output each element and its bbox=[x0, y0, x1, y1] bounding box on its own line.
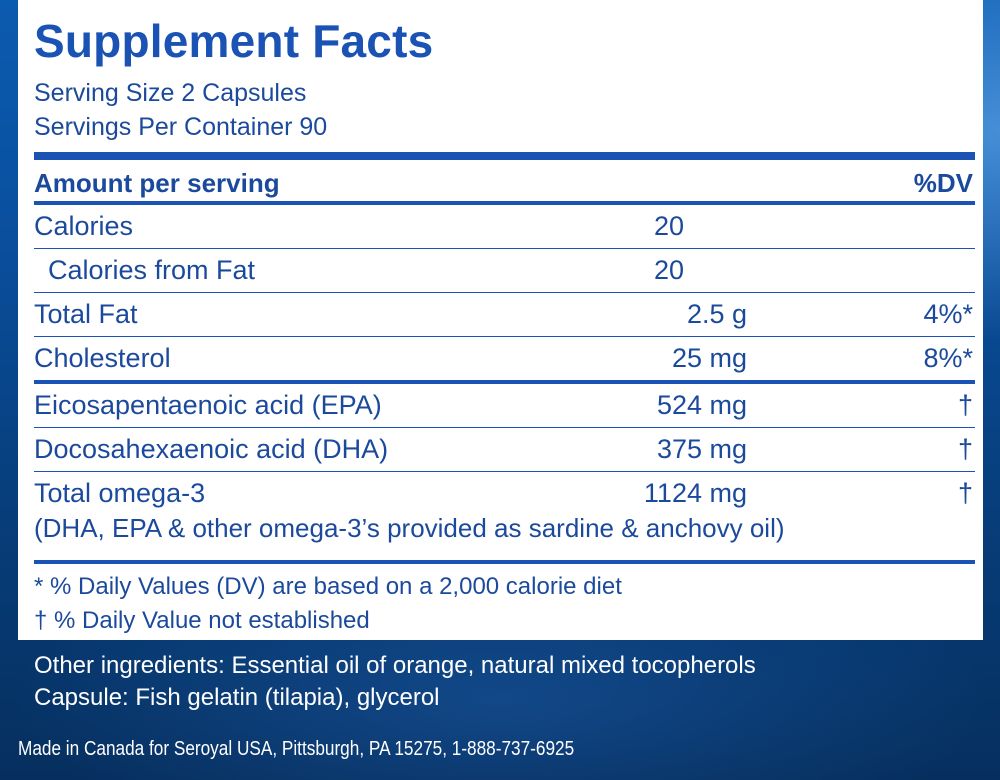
nutrient-row: Cholesterol 25 mg 8%* bbox=[34, 337, 975, 380]
fatty-acid-dv: † bbox=[957, 434, 973, 464]
divider-medium bbox=[34, 560, 975, 564]
capsule-ingredients: Capsule: Fish gelatin (tilapia), glycero… bbox=[34, 684, 440, 711]
nutrient-dv: 4%* bbox=[923, 299, 973, 329]
serving-info: Serving Size 2 Capsules Servings Per Con… bbox=[34, 76, 975, 144]
panel-title: Supplement Facts bbox=[34, 15, 434, 67]
footnote-not-established: † % Daily Value not established bbox=[34, 607, 370, 634]
fatty-acid-name: Eicosapentaenoic acid (EPA) bbox=[34, 390, 382, 420]
fatty-acid-row: Total omega-3 1124 mg † (DHA, EPA & othe… bbox=[34, 472, 975, 560]
nutrient-amount: 25 mg bbox=[671, 343, 747, 373]
ingredients-block: Other ingredients: Essential oil of oran… bbox=[34, 650, 756, 714]
amount-per-serving-heading: Amount per serving bbox=[34, 168, 280, 198]
divider-thick bbox=[34, 152, 975, 160]
nutrient-row: Calories from Fat 20 bbox=[34, 249, 975, 292]
nutrient-row: Total Fat 2.5 g 4%* bbox=[34, 293, 975, 336]
divider-medium bbox=[34, 380, 975, 384]
nutrient-amount: 2.5 g bbox=[686, 299, 747, 329]
amount-header-row: Amount per serving %DV bbox=[34, 160, 975, 201]
divider-thin bbox=[34, 248, 975, 249]
fatty-acid-name: Total omega-3 bbox=[34, 478, 206, 508]
divider-thin bbox=[34, 427, 975, 428]
nutrient-name: Total Fat bbox=[34, 299, 138, 329]
dv-heading: %DV bbox=[913, 168, 973, 198]
fatty-acid-dv: † bbox=[957, 478, 973, 508]
divider-thin bbox=[34, 292, 975, 293]
nutrient-amount: 20 bbox=[654, 211, 685, 241]
nutrient-dv: 8%* bbox=[923, 343, 973, 373]
divider-medium bbox=[34, 201, 975, 205]
fatty-acid-row: Docosahexaenoic acid (DHA) 375 mg † bbox=[34, 428, 975, 471]
footnote-dv: * % Daily Values (DV) are based on a 2,0… bbox=[34, 573, 622, 600]
footnotes: * % Daily Values (DV) are based on a 2,0… bbox=[34, 564, 975, 638]
fatty-acid-amount: 1124 mg bbox=[643, 478, 747, 508]
servings-per-container: Servings Per Container 90 bbox=[34, 113, 328, 141]
fatty-acid-amount: 524 mg bbox=[656, 390, 747, 420]
nutrient-name: Calories from Fat bbox=[48, 255, 256, 285]
other-ingredients: Other ingredients: Essential oil of oran… bbox=[34, 652, 756, 679]
manufacturer-line: Made in Canada for Seroyal USA, Pittsbur… bbox=[18, 738, 575, 760]
fatty-acid-amount: 375 mg bbox=[656, 434, 747, 464]
nutrient-name: Cholesterol bbox=[34, 343, 171, 373]
divider-thin bbox=[34, 471, 975, 472]
divider-thin bbox=[34, 336, 975, 337]
serving-size: Serving Size 2 Capsules bbox=[34, 79, 307, 107]
fatty-acid-dv: † bbox=[957, 390, 973, 420]
fatty-acid-name: Docosahexaenoic acid (DHA) bbox=[34, 434, 389, 464]
supplement-facts-panel: Supplement Facts Serving Size 2 Capsules… bbox=[18, 0, 983, 640]
nutrient-row: Calories 20 bbox=[34, 205, 975, 248]
fatty-acid-row: Eicosapentaenoic acid (EPA) 524 mg † bbox=[34, 384, 975, 427]
omega-source-note: (DHA, EPA & other omega-3’s provided as … bbox=[34, 513, 785, 543]
nutrient-amount: 20 bbox=[654, 255, 685, 285]
nutrient-name: Calories bbox=[34, 211, 134, 241]
